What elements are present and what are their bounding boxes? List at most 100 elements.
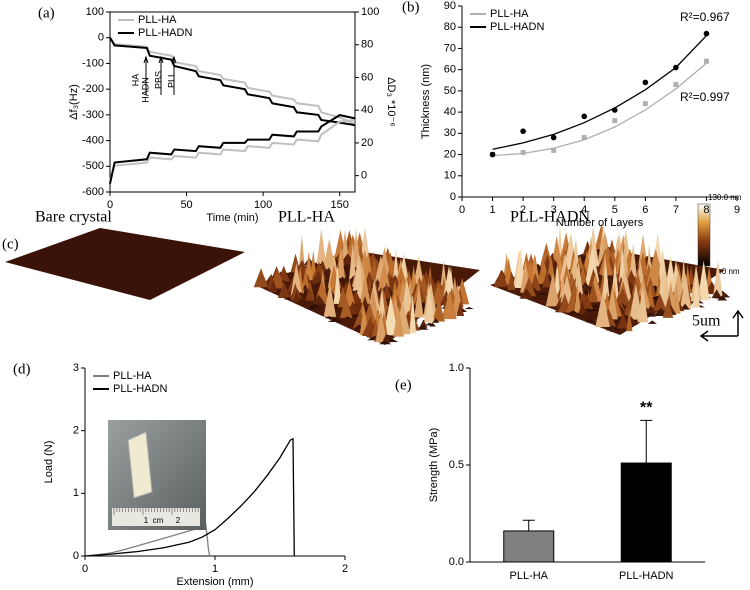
x-tick-label: 1 (489, 204, 495, 216)
x-axis-label: Time (min) (206, 212, 258, 224)
point (581, 113, 588, 120)
point (581, 135, 587, 141)
scale-label: 5um (692, 313, 721, 330)
point (673, 82, 679, 88)
surface-peak (493, 270, 509, 288)
surface-peak (393, 305, 405, 337)
x-tick-label: 100 (254, 199, 272, 211)
y2-tick-label: 80 (361, 39, 373, 51)
surface-peak (653, 293, 667, 312)
surface-peak (671, 282, 681, 314)
surface-peak (304, 251, 313, 281)
annotation: R²=0.967 (680, 10, 730, 24)
error-bar (522, 519, 535, 531)
surface-peak (662, 298, 674, 318)
surface-peak (290, 253, 301, 273)
surface-peak (301, 266, 310, 293)
x-tick-label: 2 (342, 563, 348, 575)
surface-peak (578, 302, 587, 314)
surface-peak (442, 290, 457, 320)
surface-peak (356, 262, 364, 299)
y-tick-label: 50 (444, 85, 456, 97)
surface-peak (338, 276, 347, 282)
surface-peak (277, 282, 291, 298)
y2-tick-label: 100 (361, 6, 379, 18)
point (642, 101, 648, 107)
x-tick-label: 5 (612, 204, 618, 216)
surface-peak (711, 289, 722, 299)
colorbar-max: 130.0 nm (708, 193, 742, 202)
y-tick-label: 80 (444, 21, 456, 33)
surface-peak (382, 333, 391, 343)
x-tick-label: 0 (107, 199, 113, 211)
surface-peak (536, 292, 550, 295)
surface-peak (316, 228, 327, 264)
series-line (109, 119, 356, 181)
surface-peak (574, 282, 581, 313)
x-tick-label: PLL-HA (509, 570, 548, 582)
surface-peak (414, 284, 424, 318)
surface-peak (595, 292, 610, 327)
point (551, 147, 557, 153)
annotation: R²=0.997 (680, 90, 730, 104)
inset-text: 2 (176, 516, 181, 525)
y-tick-label: 0 (73, 550, 79, 562)
surface-peak (626, 307, 633, 332)
y-tick-label: 30 (444, 127, 456, 139)
legend-label: PLL-HA (138, 14, 177, 26)
point (703, 58, 709, 64)
surface-peak (717, 295, 728, 301)
surface-peak (507, 271, 516, 290)
y-tick-label: 3 (73, 362, 79, 374)
legend-label: PLL-HADN (138, 27, 192, 39)
inset-text: cm (153, 516, 164, 525)
surface-peak (378, 341, 392, 345)
surface-peak (545, 273, 560, 307)
fit-line (492, 35, 707, 150)
error-bar (640, 419, 653, 464)
fit-line (492, 62, 707, 157)
axes (109, 11, 356, 193)
y2-tick-label: 60 (361, 71, 373, 83)
surface-peak (424, 284, 435, 323)
y-tick-label: -200 (82, 83, 104, 95)
surface-peak (432, 298, 445, 322)
y-tick-label: 70 (444, 42, 456, 54)
panel-label: (a) (38, 5, 55, 21)
surface-peak (298, 234, 305, 269)
surface-peak (541, 271, 552, 288)
y-tick-label: 1 (73, 487, 79, 499)
point (520, 149, 526, 155)
inset-text: 1 (144, 516, 149, 525)
surface-peak (692, 268, 700, 308)
x-tick-label: 1 (212, 563, 218, 575)
surface-peak (617, 313, 629, 329)
annotation: PBS (153, 71, 163, 89)
y-tick-label: 90 (444, 0, 456, 12)
annotation: HA (130, 74, 140, 87)
point (612, 118, 618, 124)
surface-peak (377, 261, 391, 292)
legend-label: PLL-HA (490, 8, 529, 20)
surface-peak (566, 310, 580, 315)
point (489, 151, 496, 158)
surface-peak (637, 285, 649, 323)
y2-axis-label: ΔD₃ *10⁻⁶ (385, 77, 397, 127)
y-tick-label: 0.0 (449, 556, 464, 568)
surface-peak (343, 316, 352, 319)
y-tick-label: -100 (82, 57, 104, 69)
x-tick-label: 0 (82, 563, 88, 575)
surface-peak (645, 305, 657, 315)
legend-label: PLL-HADN (113, 383, 167, 395)
y-tick-label: 0.5 (449, 459, 464, 471)
surface-peak (363, 251, 373, 280)
surface-peak (305, 284, 314, 301)
point (703, 30, 710, 37)
panel-label: (d) (13, 361, 31, 377)
annotation: PLL (166, 72, 176, 88)
image-title: PLL-HADN (510, 209, 590, 226)
legend-label: PLL-HADN (490, 21, 544, 33)
surface-peak (680, 273, 692, 310)
y-tick-label: 2 (73, 425, 79, 437)
